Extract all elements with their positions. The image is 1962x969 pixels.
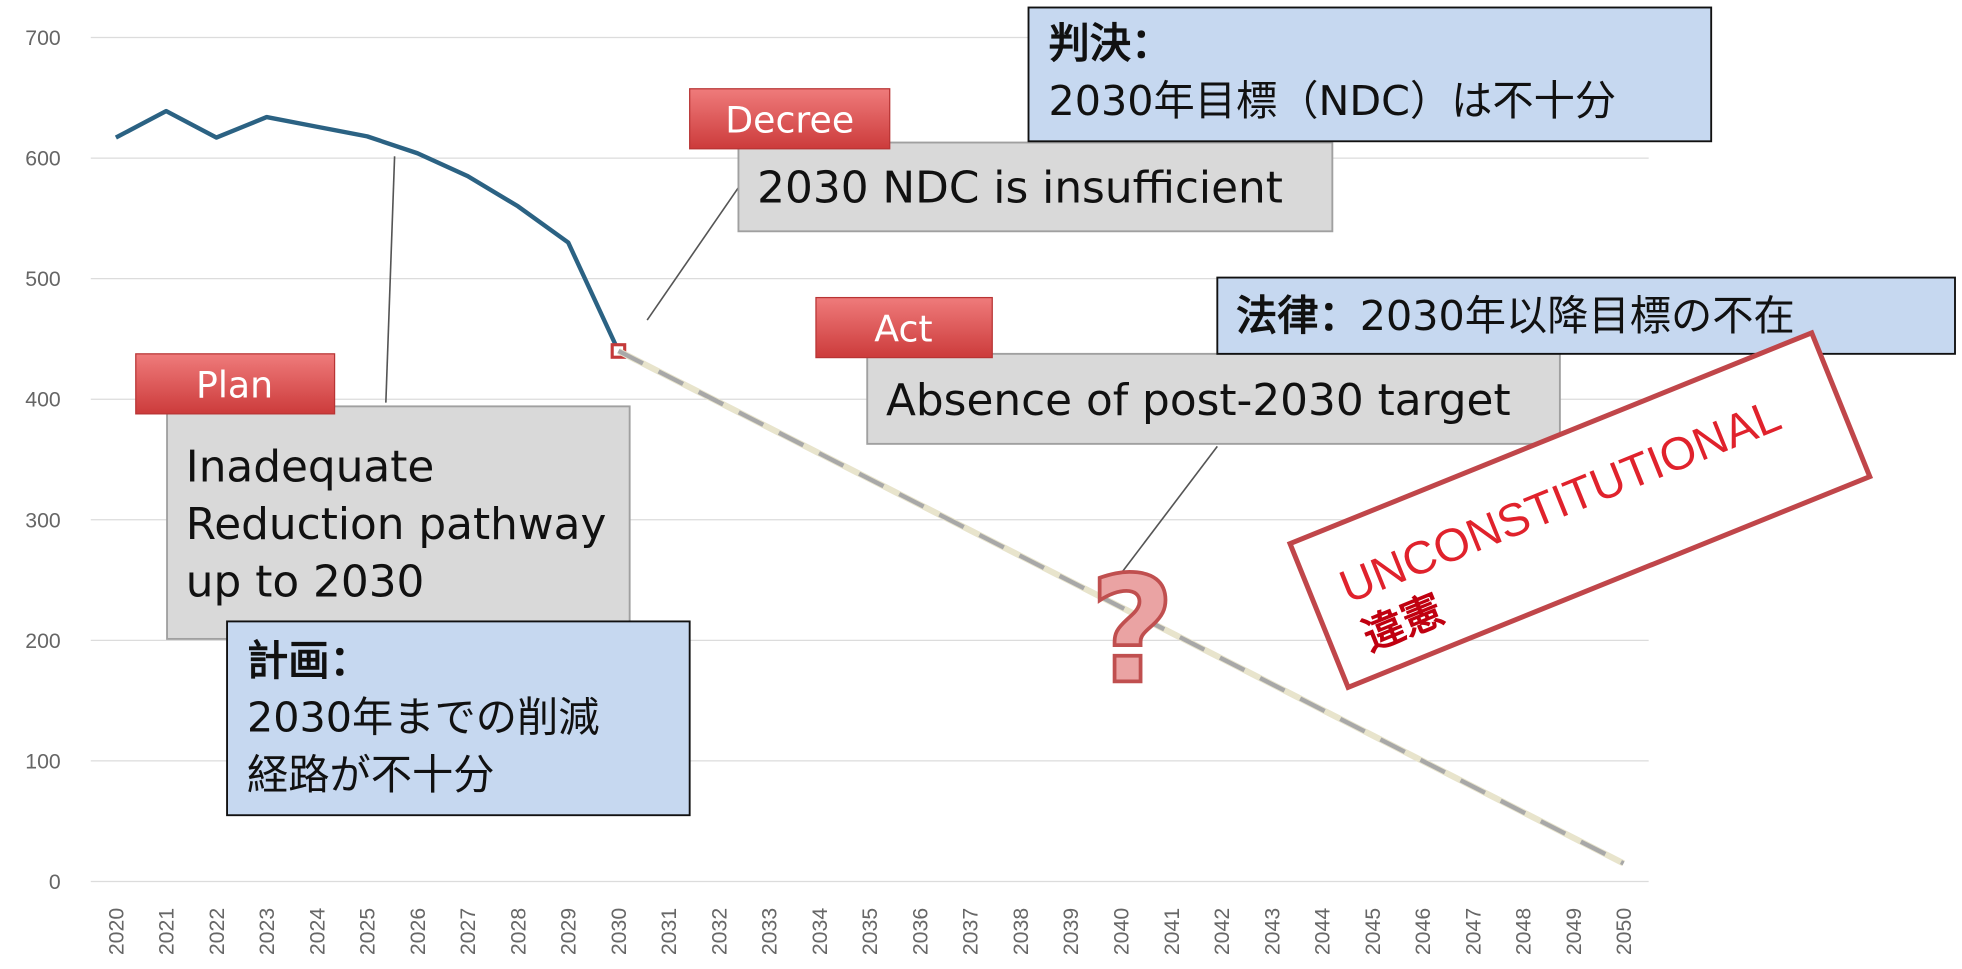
line bbox=[617, 349, 1625, 866]
x-tick-label: 2038 bbox=[1009, 908, 1033, 955]
x-tick-label: 2040 bbox=[1109, 908, 1133, 955]
note-text: Absence of post-2030 target bbox=[886, 375, 1511, 426]
connector bbox=[646, 187, 740, 321]
note-box bbox=[226, 620, 691, 817]
note-text: 2030年までの削減 bbox=[247, 693, 599, 741]
x-tick-label: 2032 bbox=[707, 908, 731, 955]
x-tick-label: 2026 bbox=[406, 908, 430, 955]
x-tick-label: 2020 bbox=[104, 908, 128, 955]
y-tick-label: 400 bbox=[25, 388, 60, 412]
note-text: 法律：2030年以降目標の不在 bbox=[1236, 292, 1795, 340]
x-tick-label: 2041 bbox=[1160, 908, 1184, 955]
x-tick-label: 2043 bbox=[1260, 908, 1284, 955]
x-tick-label: 2049 bbox=[1562, 908, 1586, 955]
x-tick-label: 2045 bbox=[1361, 908, 1385, 955]
note-text: 2030 NDC is insufficient bbox=[757, 163, 1283, 214]
x-tick-label: 2046 bbox=[1411, 908, 1435, 955]
y-tick-label: 500 bbox=[25, 267, 60, 291]
note-box bbox=[1027, 6, 1713, 143]
y-tick-label: 200 bbox=[25, 629, 60, 653]
x-tick-label: 2029 bbox=[557, 908, 581, 955]
y-tick-label: 300 bbox=[25, 508, 60, 532]
y-tick-label: 600 bbox=[25, 147, 60, 171]
x-tick-label: 2036 bbox=[908, 908, 932, 955]
line bbox=[114, 108, 621, 352]
x-tick-label: 2048 bbox=[1512, 908, 1536, 955]
question-mark: ? bbox=[1090, 544, 1176, 716]
note-heading: 判決： bbox=[1049, 20, 1173, 68]
tag: Act bbox=[874, 307, 932, 350]
y-tick-label: 100 bbox=[25, 749, 60, 773]
x-tick-label: 2050 bbox=[1612, 908, 1636, 955]
x-tick-label: 2039 bbox=[1059, 908, 1083, 955]
x-tick-label: 2022 bbox=[205, 908, 229, 955]
x-tick-label: 2024 bbox=[305, 908, 329, 955]
note-box bbox=[737, 141, 1334, 233]
x-tick-label: 2025 bbox=[356, 908, 380, 955]
tag: Decree bbox=[725, 99, 854, 142]
note-heading: 計画： bbox=[247, 637, 371, 685]
connector bbox=[1119, 445, 1218, 576]
tag: Plan bbox=[196, 364, 273, 407]
x-tick-label: 2047 bbox=[1461, 908, 1485, 955]
x-tick-label: 2023 bbox=[255, 908, 279, 955]
y-tick-label: 700 bbox=[25, 26, 60, 50]
note-text: 2030年以降目標の不在 bbox=[1360, 292, 1795, 340]
tag-box bbox=[689, 88, 891, 150]
note-text: 経路が不十分 bbox=[247, 751, 495, 799]
connector bbox=[385, 156, 396, 403]
x-tick-label: 2033 bbox=[758, 908, 782, 955]
x-tick-label: 2027 bbox=[456, 908, 480, 955]
x-tick-label: 2031 bbox=[657, 908, 681, 955]
note-text: Inadequate bbox=[186, 441, 435, 492]
plot bbox=[114, 108, 1625, 867]
stamp-frame bbox=[1286, 329, 1874, 691]
note-text: up to 2030 bbox=[186, 556, 425, 607]
x-tick-label: 2021 bbox=[155, 908, 179, 955]
x-tick-label: 2034 bbox=[808, 908, 832, 955]
note-box bbox=[166, 405, 631, 640]
note-box bbox=[866, 352, 1561, 445]
tag-box bbox=[135, 353, 336, 415]
note-heading: 法律： bbox=[1236, 292, 1360, 340]
y-tick-label: 0 bbox=[49, 870, 61, 894]
tag-box bbox=[815, 296, 993, 359]
note-box bbox=[1216, 276, 1956, 355]
x-tick-label: 2044 bbox=[1311, 908, 1335, 955]
x-tick-label: 2030 bbox=[607, 908, 631, 955]
note-text: 2030年目標（NDC）は不十分 bbox=[1049, 77, 1617, 125]
x-tick-label: 2037 bbox=[959, 908, 983, 955]
x-tick-label: 2028 bbox=[506, 908, 530, 955]
note-text: Reduction pathway bbox=[186, 499, 607, 550]
x-tick-label: 2035 bbox=[858, 908, 882, 955]
x-tick-label: 2042 bbox=[1210, 908, 1234, 955]
